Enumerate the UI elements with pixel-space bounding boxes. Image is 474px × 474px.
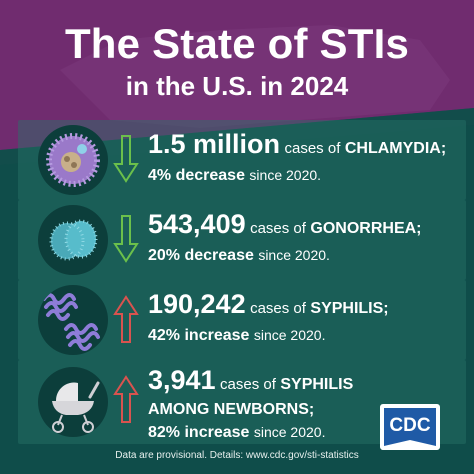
stat-row-congenital-syphilis: 3,941 cases of SYPHILIS AMONG NEWBORNS; … [18, 360, 466, 444]
stat-change: 4% decrease [148, 167, 245, 184]
stat-mid-text: cases of [250, 300, 306, 317]
stat-disease-cont: AMONG NEWBORNS; [148, 401, 315, 418]
stat-disease: SYPHILIS [280, 376, 354, 393]
footer-note: Data are provisional. Details: www.cdc.g… [115, 450, 359, 461]
stat-mid-text: cases of [250, 220, 306, 237]
up-arrow-icon [113, 295, 139, 343]
syphilis-icon [38, 285, 108, 355]
gonorrhea-icon [38, 205, 108, 275]
down-arrow-icon [113, 135, 139, 183]
page-title: The State of STIs [64, 20, 410, 67]
stat-since: since 2020. [249, 167, 322, 183]
stat-number: 1.5 million [148, 129, 281, 159]
stat-change: 20% decrease [148, 247, 254, 264]
stat-disease: CHLAMYDIA; [344, 140, 447, 157]
stat-number: 543,409 [148, 209, 246, 239]
stat-number: 190,242 [148, 289, 246, 319]
cdc-logo-text: CDC [389, 415, 430, 436]
chlamydia-icon [38, 125, 108, 195]
stat-disease: SYPHILIS; [310, 300, 389, 317]
stat-change: 82% increase [148, 424, 250, 441]
stat-row-gonorrhea: 543,409 cases of GONORRHEA; 20% decrease… [18, 200, 466, 280]
stat-since: since 2020. [253, 327, 326, 343]
up-arrow-icon [113, 375, 139, 423]
stat-row-chlamydia: 1.5 million cases of CHLAMYDIA; 4% decre… [18, 120, 466, 200]
page-subtitle: in the U.S. in 2024 [125, 71, 349, 101]
stat-since: since 2020. [253, 424, 326, 440]
stat-mid-text: cases of [284, 140, 341, 157]
stat-change: 42% increase [148, 327, 250, 344]
cdc-logo: CDC [380, 404, 440, 450]
stat-mid-text: cases of [220, 376, 276, 393]
stat-disease: GONORRHEA; [310, 220, 422, 237]
down-arrow-icon [113, 215, 139, 263]
stroller-icon [38, 367, 108, 437]
stat-since: since 2020. [258, 247, 330, 263]
stat-row-syphilis: 190,242 cases of SYPHILIS; 42% increase … [18, 280, 466, 360]
stat-number: 3,941 [148, 365, 216, 395]
